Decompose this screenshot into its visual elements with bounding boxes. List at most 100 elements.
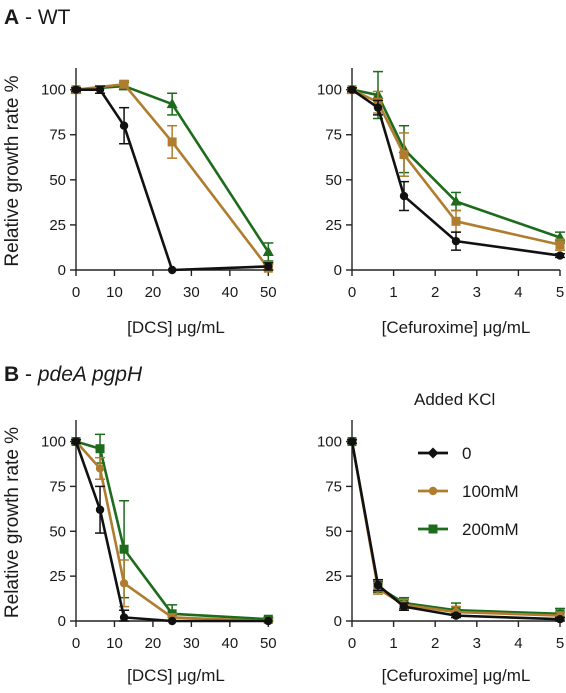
x-axis-label: [Cefuroxime] μg/mL	[382, 318, 531, 337]
x-axis-label: [DCS] μg/mL	[127, 318, 225, 337]
panel-b-label: B - pdeA pgpH	[4, 363, 143, 386]
data-point	[95, 464, 105, 473]
data-point	[119, 579, 129, 588]
series-0	[71, 437, 273, 626]
y-tick-label: 75	[325, 478, 342, 495]
y-tick-label: 0	[58, 262, 66, 279]
panel-a-title: - WT	[19, 6, 70, 29]
x-tick-label: 10	[106, 284, 123, 301]
y-tick-label: 100	[41, 82, 66, 99]
data-point	[399, 191, 409, 201]
data-point	[95, 85, 105, 94]
data-point	[71, 85, 81, 94]
y-tick-label: 100	[317, 82, 342, 99]
series-0	[71, 85, 274, 275]
x-tick-label: 0	[348, 635, 356, 652]
data-point	[264, 616, 273, 626]
x-tick-label: 1	[389, 284, 397, 301]
x-tick-label: 0	[72, 635, 80, 652]
panel-a-letter: A	[4, 6, 19, 29]
data-point	[71, 437, 81, 446]
x-tick-label: 10	[106, 635, 123, 652]
x-tick-label: 30	[183, 635, 200, 652]
x-tick-label: 30	[183, 284, 200, 301]
legend-label: 100mM	[462, 482, 519, 501]
data-point	[119, 121, 129, 130]
chart-A-Cef: 0 25 50 75 100 0 1 2 3 4 5 [Cefuroxime] μg/mL	[317, 68, 566, 337]
panel-b-letter: B	[4, 363, 19, 386]
data-point	[555, 240, 565, 250]
y-tick-label: 50	[325, 172, 342, 189]
series-100mM	[347, 437, 565, 620]
panel-b-title: -	[19, 363, 38, 386]
data-point	[119, 613, 129, 622]
data-point	[119, 544, 129, 554]
data-point	[399, 150, 409, 160]
series-0	[347, 437, 565, 624]
y-tick-label: 25	[49, 217, 66, 234]
series-0	[347, 85, 565, 260]
x-tick-label: 0	[348, 284, 356, 301]
data-point	[95, 505, 105, 514]
data-point	[167, 265, 177, 275]
x-tick-label: 4	[514, 635, 522, 652]
y-tick-label: 0	[58, 613, 66, 630]
y-axis-label: Relative growth rate %	[2, 427, 23, 618]
data-point	[555, 251, 565, 260]
data-point	[373, 580, 383, 590]
y-tick-label: 100	[41, 434, 66, 451]
y-tick-label: 25	[325, 568, 342, 585]
data-point	[167, 616, 177, 626]
x-tick-label: 4	[514, 284, 522, 301]
y-tick-label: 50	[49, 523, 66, 540]
legend-marker	[428, 524, 438, 534]
legend-label: 0	[462, 444, 471, 463]
series-line	[76, 88, 269, 272]
data-point	[347, 437, 357, 446]
legend-marker	[428, 486, 438, 496]
legend-item-100mM: 100mM	[418, 482, 519, 501]
x-tick-label: 20	[145, 635, 162, 652]
x-tick-label: 50	[260, 635, 277, 652]
y-axis-label: Relative growth rate %	[2, 75, 23, 266]
series-100mM	[71, 437, 274, 626]
x-tick-label: 50	[260, 284, 277, 301]
x-tick-label: 2	[431, 635, 439, 652]
x-axis-label: [Cefuroxime] μg/mL	[382, 666, 531, 685]
data-point	[167, 137, 177, 147]
y-tick-label: 75	[325, 127, 342, 144]
data-point	[347, 85, 357, 94]
panel-a-label: A - WT	[4, 6, 71, 29]
data-point	[262, 245, 274, 256]
x-tick-label: 0	[72, 284, 80, 301]
panel-b-title-italic: pdeA pgpH	[37, 363, 143, 386]
data-point	[264, 262, 273, 271]
x-tick-label: 5	[556, 635, 564, 652]
legend-items: 0 100mM 200mM	[418, 444, 519, 539]
legend-marker	[427, 447, 439, 459]
x-tick-label: 40	[222, 635, 239, 652]
data-point	[451, 611, 461, 620]
x-tick-label: 5	[556, 284, 564, 301]
x-tick-label: 2	[431, 284, 439, 301]
data-point	[399, 602, 409, 611]
chart-B-Cef: 0 25 50 75 100 0 1 2 3 4 5 [Cefuroxime] μg/mL	[317, 420, 565, 685]
data-point	[451, 216, 461, 226]
x-tick-label: 3	[473, 635, 481, 652]
y-tick-label: 50	[49, 172, 66, 189]
data-point	[119, 79, 129, 89]
y-tick-label: 0	[334, 613, 342, 630]
legend-item-0: 0	[418, 444, 471, 463]
chart-B-DCS: 0 25 50 75 100 0 10 20 30 40 50 [DCS] μg/mL Relative…	[2, 420, 277, 685]
data-point	[95, 444, 105, 454]
x-tick-label: 3	[473, 284, 481, 301]
legend: Added KCl 0 100mM 200mM	[414, 390, 519, 539]
data-point	[166, 98, 178, 109]
y-tick-label: 50	[325, 523, 342, 540]
chart-A-DCS: 0 25 50 75 100 0 10 20 30 40 50 [DCS] μg/mL Relative…	[2, 68, 277, 337]
data-point	[373, 103, 383, 112]
x-tick-label: 20	[145, 284, 162, 301]
series-200mM	[71, 433, 274, 624]
